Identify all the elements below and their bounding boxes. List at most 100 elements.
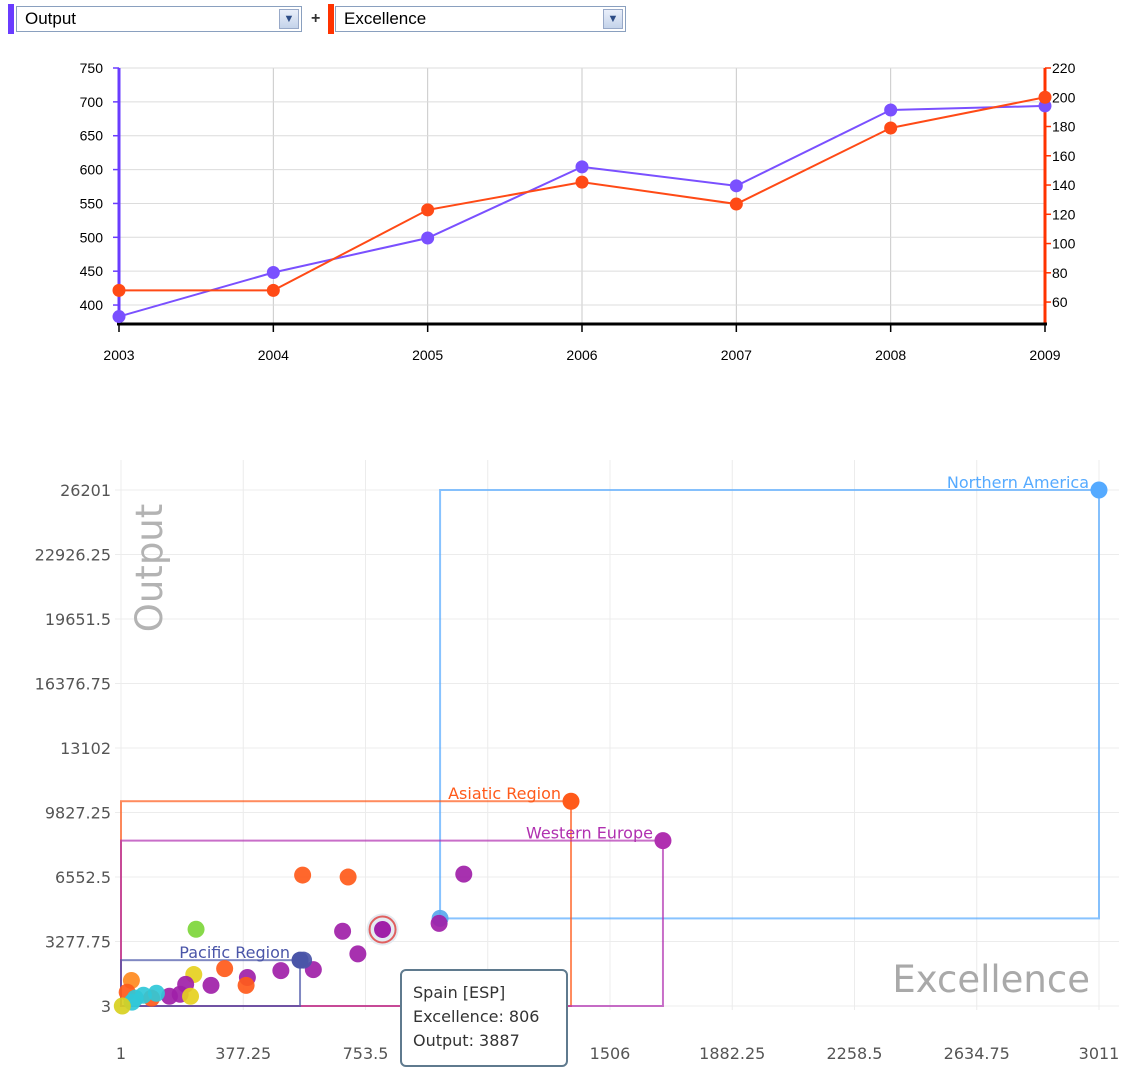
data-point <box>334 922 352 940</box>
data-point <box>272 962 290 980</box>
tooltip-excellence: Excellence: 806 <box>413 1007 540 1026</box>
right-y-tick-label: 120 <box>1052 206 1076 222</box>
y-tick-label: 3 <box>101 997 111 1016</box>
x-tick-label: 2003 <box>103 347 134 363</box>
region-point-asiatic-region <box>562 792 580 810</box>
y-tick-label: 9827.25 <box>45 804 111 823</box>
data-point <box>202 976 220 994</box>
region-point-western-europe <box>654 832 672 850</box>
data-point-output <box>729 179 743 193</box>
data-point-excellence <box>112 283 126 297</box>
data-point <box>187 920 205 938</box>
data-point-excellence <box>266 283 280 297</box>
line-chart: 400 450 500 550 600 650 700 750 60 80 100 120 140 160… <box>80 60 1076 363</box>
chevron-down-icon[interactable]: ▼ <box>279 9 299 29</box>
data-point <box>339 868 357 886</box>
region-box-western-europe <box>120 839 664 1008</box>
right-y-tick-label: 160 <box>1052 148 1076 164</box>
left-y-tick-label: 650 <box>80 128 104 144</box>
y-tick-label: 26201 <box>60 481 111 500</box>
y-tick-label: 3277.75 <box>45 933 111 952</box>
y-tick-label: 22926.25 <box>35 546 111 565</box>
right-metric-color-bar <box>328 4 334 34</box>
data-point-output <box>421 231 435 245</box>
right-metric-select[interactable]: Excellence ▼ <box>335 6 626 32</box>
y-axis-title: Output <box>128 504 171 633</box>
right-y-tick-label: 140 <box>1052 177 1076 193</box>
data-point-output <box>112 310 126 324</box>
x-tick-label: 2008 <box>875 347 906 363</box>
x-tick-label: 2634.75 <box>944 1044 1010 1063</box>
y-tick-label: 16376.75 <box>35 675 111 694</box>
data-point <box>160 987 178 1005</box>
left-metric-select[interactable]: Output ▼ <box>16 6 302 32</box>
highlight-ring <box>368 915 397 944</box>
x-tick-label: 1 <box>116 1044 126 1063</box>
x-tick-label: 2009 <box>1029 347 1060 363</box>
left-y-tick-label: 550 <box>80 195 104 211</box>
data-point <box>182 987 200 1005</box>
right-y-tick-label: 200 <box>1052 89 1076 105</box>
y-tick-label: 19651.5 <box>45 610 111 629</box>
right-y-tick-label: 100 <box>1052 236 1076 252</box>
data-point <box>147 984 165 1002</box>
left-y-tick-label: 500 <box>80 229 104 245</box>
region-box-pacific-region <box>120 959 302 1008</box>
data-point <box>113 997 131 1015</box>
tooltip-output: Output: 3887 <box>413 1031 520 1050</box>
region-label-pacific-region: Pacific Region <box>179 943 290 962</box>
region-box-northern-america <box>439 489 1101 920</box>
data-point-excellence <box>884 121 898 135</box>
y-tick-label: 13102 <box>60 739 111 758</box>
highlight-point <box>374 921 392 939</box>
left-y-tick-label: 600 <box>80 162 104 178</box>
x-tick-label: 377.25 <box>215 1044 271 1063</box>
data-point <box>430 914 448 932</box>
y-tick-label: 6552.5 <box>55 868 111 887</box>
x-tick-label: 753.5 <box>343 1044 389 1063</box>
x-tick-label: 2007 <box>721 347 752 363</box>
left-y-tick-label: 700 <box>80 94 104 110</box>
data-point-excellence <box>575 175 589 189</box>
left-metric-color-bar <box>8 4 14 34</box>
data-tooltip: Spain [ESP] Excellence: 806 Output: 3887 <box>400 969 568 1067</box>
x-tick-label: 3011 <box>1079 1044 1120 1063</box>
data-point-output <box>884 103 898 117</box>
region-label-western-europe: Western Europe <box>526 824 653 843</box>
data-point <box>294 866 312 884</box>
right-metric-value: Excellence <box>344 9 427 28</box>
x-tick-label: 2006 <box>566 347 597 363</box>
x-tick-label: 2258.5 <box>827 1044 883 1063</box>
right-y-tick-label: 220 <box>1052 60 1076 76</box>
x-axis-title: Excellence <box>892 958 1090 1001</box>
data-point <box>349 945 367 963</box>
left-metric-selector: Output ▼ <box>0 4 310 34</box>
right-metric-selector: Excellence ▼ <box>322 4 632 34</box>
x-tick-label: 2004 <box>258 347 289 363</box>
data-point-excellence <box>1038 90 1052 104</box>
data-point <box>237 976 255 994</box>
region-label-asiatic-region: Asiatic Region <box>448 784 561 803</box>
data-point-excellence <box>729 197 743 211</box>
left-metric-value: Output <box>25 9 77 28</box>
x-tick-label: 1882.25 <box>699 1044 765 1063</box>
left-y-tick-label: 450 <box>80 263 104 279</box>
region-label-northern-america: Northern America <box>947 473 1089 492</box>
data-point-output <box>575 160 589 174</box>
left-y-tick-label: 750 <box>80 60 104 76</box>
region-point-northern-america <box>1090 481 1108 499</box>
data-point <box>216 960 234 978</box>
data-point <box>455 865 473 883</box>
tooltip-country: Spain [ESP] <box>413 983 506 1002</box>
left-y-tick-label: 400 <box>80 297 104 313</box>
chevron-down-icon[interactable]: ▼ <box>603 9 623 29</box>
data-point-output <box>266 266 280 280</box>
right-y-tick-label: 60 <box>1052 294 1068 310</box>
x-tick-label: 1506 <box>590 1044 631 1063</box>
right-y-tick-label: 180 <box>1052 119 1076 135</box>
scatter-chart: 3 3277.75 6552.5 9827.25 13102 16376.75 19651.… <box>35 460 1120 1063</box>
region-point-pacific-region <box>291 951 309 969</box>
data-point-excellence <box>421 203 435 217</box>
x-tick-label: 2005 <box>412 347 443 363</box>
right-y-tick-label: 80 <box>1052 265 1068 281</box>
